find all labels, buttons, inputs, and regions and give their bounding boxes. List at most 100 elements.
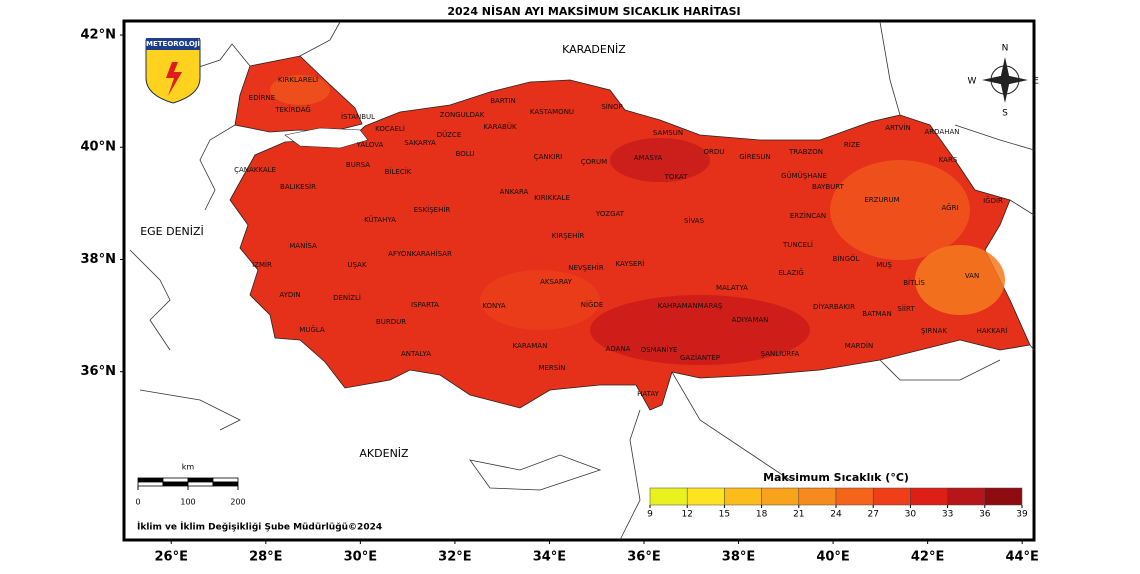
legend-tick-label: 30 (905, 510, 917, 520)
province-label: TRABZON (788, 148, 823, 156)
x-tick-label: 40°E (816, 550, 849, 565)
province-label: SİİRT (897, 304, 915, 313)
province-label: BİTLİS (903, 278, 925, 287)
x-tick-label: 34°E (533, 550, 566, 565)
legend-tick-label: 36 (979, 510, 991, 520)
legend-tick-label: 27 (867, 510, 878, 520)
province-label: AKSARAY (540, 278, 573, 286)
province-label: OSMANİYE (641, 345, 678, 354)
province-label: KARS (939, 156, 958, 164)
legend-swatch (686, 487, 725, 506)
compass-e: E (1033, 77, 1039, 87)
province-label: İZMİR (252, 260, 272, 269)
province-label: KARAMAN (513, 342, 548, 350)
scale-segment (187, 477, 214, 483)
province-label: AMASYA (634, 154, 663, 162)
province-label: DİYARBAKIR (813, 302, 855, 311)
x-tick-label: 42°E (911, 550, 944, 565)
province-label: ÇORUM (581, 158, 607, 166)
province-label: KOCAELİ (375, 124, 405, 133)
province-label: NİĞDE (581, 300, 604, 309)
x-tick-label: 32°E (438, 550, 471, 565)
scale-segment (187, 481, 214, 487)
scale-segment (212, 477, 239, 483)
legend-tick-label: 18 (756, 510, 768, 520)
turkey (229, 55, 1031, 411)
province-label: AFYONKARAHİSAR (388, 249, 452, 258)
province-label: BOLU (456, 150, 475, 158)
province-label: TEKİRDAĞ (274, 105, 311, 114)
province-label: BATMAN (862, 310, 891, 318)
province-label: BAYBURT (812, 183, 845, 191)
province-label: VAN (965, 272, 979, 280)
province-label: YALOVA (356, 141, 384, 149)
x-tick-label: 26°E (155, 550, 188, 565)
province-label: KIRŞEHİR (552, 231, 585, 240)
marmara-sea (284, 127, 369, 149)
scale-segment (162, 481, 189, 487)
legend-tick-label: 9 (647, 510, 653, 520)
compass-n: N (1002, 44, 1009, 54)
province-label: ARDAHAN (925, 128, 960, 136)
province-label: KIRKLARELİ (278, 75, 318, 84)
province-label: YOZGAT (595, 210, 625, 218)
province-label: ÇANKIRI (534, 153, 563, 161)
province-label: GÜMÜŞHANE (781, 171, 827, 180)
province-label: BARTIN (490, 97, 516, 105)
sea-label: KARADENİZ (562, 43, 626, 56)
province-label: ORDU (704, 148, 725, 156)
sea-label: EGE DENİZİ (140, 225, 204, 238)
province-label: BALIKESİR (280, 182, 316, 191)
sea-label: AKDENİZ (359, 447, 409, 460)
legend-tick-label: 39 (1016, 510, 1028, 520)
province-label: ERZİNCAN (790, 211, 826, 220)
scale-segment (212, 481, 239, 487)
province-label: ERZURUM (864, 196, 899, 204)
province-label: GİRESUN (739, 152, 771, 161)
province-label: ZONGULDAK (440, 111, 485, 119)
legend-tick-label: 15 (719, 510, 730, 520)
legend-swatch (761, 487, 800, 506)
legend-swatch (947, 487, 986, 506)
province-label: MANİSA (289, 241, 317, 250)
province-label: KAYSERİ (616, 259, 645, 268)
province-label: RİZE (844, 140, 860, 149)
title: 2024 NİSAN AYI MAKSİMUM SICAKLIK HARİTAS… (447, 4, 740, 18)
x-tick-label: 28°E (249, 550, 282, 565)
province-label: MUŞ (876, 261, 892, 269)
legend-tick-label: 33 (942, 510, 953, 520)
scale-segment (162, 477, 189, 483)
logo: METEOROLOJİ (145, 38, 201, 104)
province-label: TUNCELİ (782, 240, 813, 249)
province-label: ŞANLIURFA (761, 350, 800, 358)
y-tick-label: 42°N (81, 28, 116, 43)
province-label: MUĞLA (299, 325, 325, 334)
compass: N E S W (968, 44, 1040, 119)
province-label: KÜTAHYA (364, 215, 396, 224)
scale-tick-label: 200 (230, 498, 245, 507)
province-label: UŞAK (347, 261, 366, 269)
province-label: İSTANBUL (341, 112, 375, 121)
legend-swatch (724, 487, 762, 506)
province-label: ADANA (606, 345, 631, 353)
y-tick-label: 38°N (81, 252, 116, 267)
province-label: ARTVİN (885, 123, 911, 132)
x-tick-label: 44°E (1005, 550, 1038, 565)
province-label: KASTAMONU (530, 108, 574, 116)
legend-tick-label: 21 (793, 510, 804, 520)
province-label: BİLECİK (385, 167, 412, 176)
scale-segment (137, 481, 164, 487)
province-label: BİNGÖL (833, 254, 860, 263)
province-label: KONYA (482, 302, 506, 310)
province-label: HATAY (637, 390, 659, 398)
province-label: MARDİN (845, 341, 873, 350)
province-label: BURSA (346, 161, 370, 169)
legend-swatch (872, 487, 911, 506)
province-label: BURDUR (376, 318, 406, 326)
province-label: ESKİŞEHİR (414, 205, 451, 214)
credit: İklim ve İklim Değişikliği Şube Müdürlüğ… (137, 522, 382, 533)
legend-swatch (984, 487, 1023, 506)
province-label: TOKAT (664, 173, 688, 181)
